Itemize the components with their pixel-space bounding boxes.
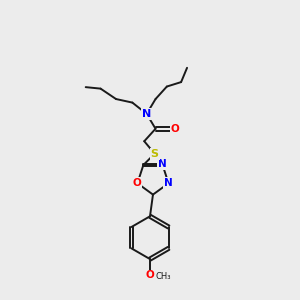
Text: O: O <box>133 178 141 188</box>
Text: N: N <box>158 159 167 170</box>
Text: N: N <box>164 178 172 188</box>
Text: S: S <box>151 149 159 159</box>
Text: O: O <box>146 270 154 280</box>
Text: CH₃: CH₃ <box>155 272 171 280</box>
Text: N: N <box>142 109 151 119</box>
Text: O: O <box>171 124 179 134</box>
